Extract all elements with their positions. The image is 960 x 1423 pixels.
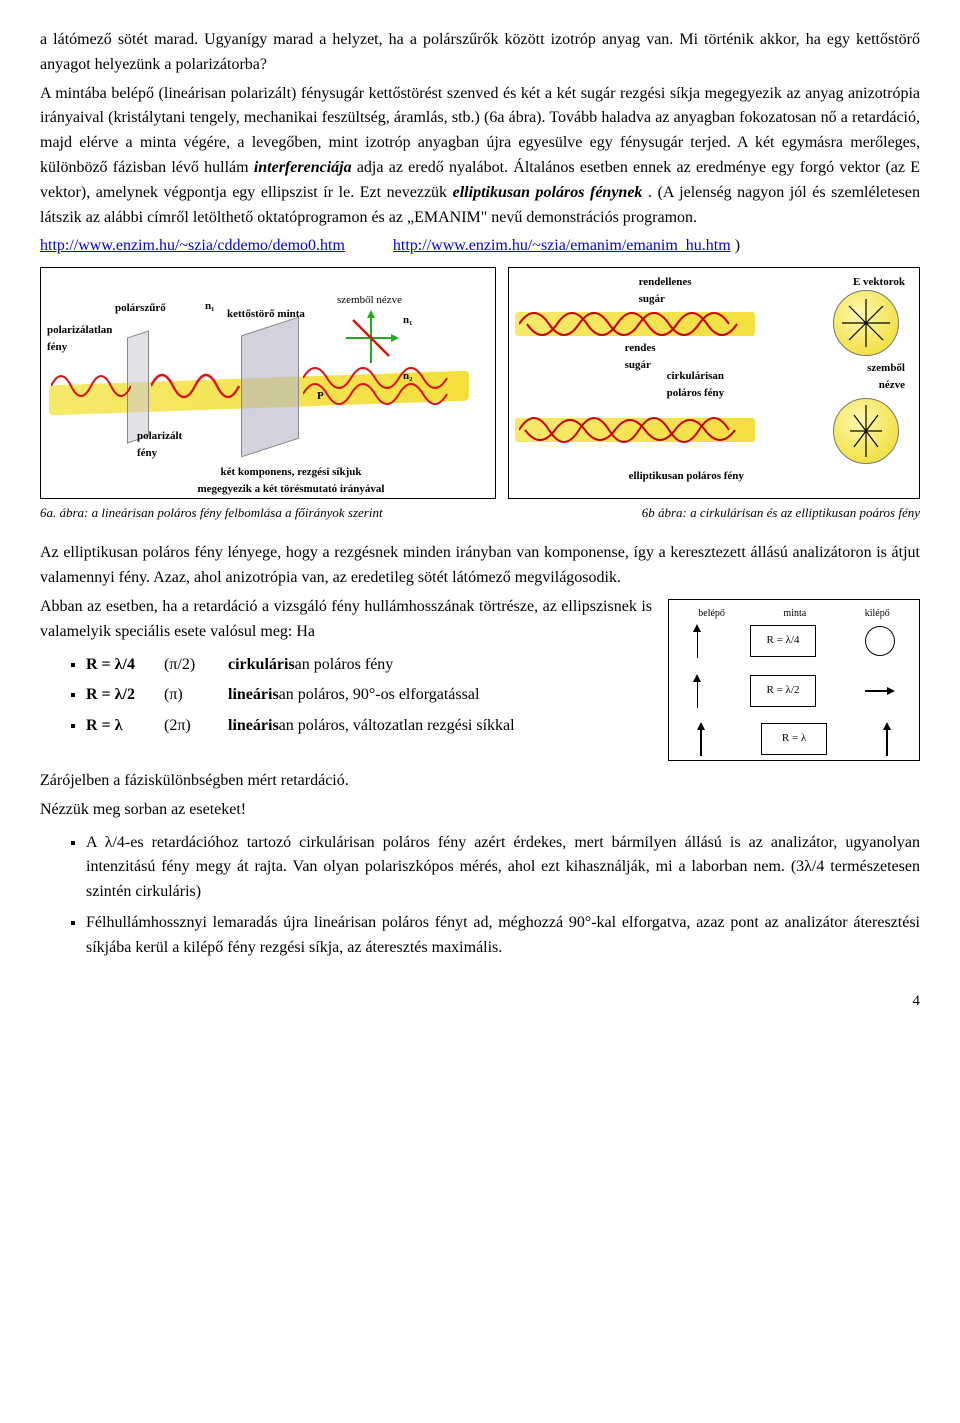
disc-circular: [833, 290, 899, 356]
bullet-desc: an poláros, változatlan rezgési síkkal: [279, 717, 515, 734]
cases-list: A λ/4-es retardációhoz tartozó cirkulári…: [40, 831, 920, 961]
helix-elliptical: [519, 406, 749, 454]
bullet-bold: lineáris: [228, 717, 279, 734]
link-emanim[interactable]: http://www.enzim.hu/~szia/emanim/emanim_…: [393, 237, 731, 254]
label-polarizalatlan: polarizálatlan fény: [47, 322, 112, 356]
paragraph-6: Nézzük meg sorban az eseteket!: [40, 798, 920, 823]
paragraph-intro: a látómező sötét marad. Ugyanígy marad a…: [40, 28, 920, 78]
retardation-diagram: belépő minta kilépő R = λ/4 R = λ/2 R = …: [668, 599, 920, 761]
list-item: Félhullámhossznyi lemaradás újra lineári…: [86, 911, 920, 961]
box-r-lambda: R = λ: [761, 723, 827, 755]
circle-icon: [865, 626, 895, 656]
paragraph-explain: A mintába belépő (lineárisan polarizált)…: [40, 82, 920, 231]
link-cddemo[interactable]: http://www.enzim.hu/~szia/cddemo/demo0.h…: [40, 237, 345, 254]
paragraph-3: Az elliptikusan poláros fény lényege, ho…: [40, 541, 920, 591]
figure-captions: 6a. ábra: a lineárisan poláros fény felb…: [40, 503, 920, 523]
paragraph-5: Zárójelben a fáziskülönbségben mért reta…: [40, 769, 920, 794]
axes-icon: [341, 308, 401, 368]
wave-incoming: [51, 364, 131, 408]
label-p: P: [317, 388, 324, 405]
label-szembol: szemből nézve: [337, 292, 402, 309]
label-n1: n₁: [205, 298, 214, 315]
link-tail: ): [735, 237, 740, 254]
label-n1b: n₁: [403, 312, 412, 329]
box-r-lambda4: R = λ/4: [750, 625, 816, 657]
bullet-paren: (π/2): [164, 653, 224, 678]
arrow-right-icon: [865, 687, 895, 695]
label-rendes: rendes sugár: [625, 340, 656, 374]
bullet-bold: cirkuláris: [228, 656, 295, 673]
label-bottom-6a: két komponens, rezgési síkjuk megegyezik…: [181, 464, 401, 498]
list-item: A λ/4-es retardációhoz tartozó cirkulári…: [86, 831, 920, 905]
label-kettostoro: kettőstörő minta: [227, 306, 305, 323]
label-n2: n₂: [403, 368, 412, 385]
sd-minta: minta: [783, 606, 806, 622]
bullet-paren: (2π): [164, 714, 224, 739]
sd-belepo: belépő: [698, 606, 725, 622]
p2-term1: interferenciája: [254, 159, 352, 176]
label-polarszuro: polárszűrő: [115, 300, 166, 317]
disc-elliptical: [833, 398, 899, 464]
figure-6a: polárszűrő polarizálatlan fény n₁ kettős…: [40, 267, 496, 499]
caption-6a: 6a. ábra: a lineárisan poláros fény felb…: [40, 503, 474, 523]
arrow-up-icon: [883, 722, 891, 756]
arrow-up-icon: [697, 722, 705, 756]
bullet-lbl: R = λ/4: [86, 653, 160, 678]
bullet-lbl: R = λ: [86, 714, 160, 739]
bullet-lbl: R = λ/2: [86, 683, 160, 708]
links-row: http://www.enzim.hu/~szia/cddemo/demo0.h…: [40, 234, 920, 259]
label-cirk: cirkulárisan poláros fény: [667, 368, 725, 402]
label-rendellenes: rendellenes sugár: [639, 274, 692, 308]
caption-6b: 6b ábra: a cirkulárisan és az elliptikus…: [486, 503, 920, 523]
bullet-paren: (π): [164, 683, 224, 708]
bullet-bold: lineáris: [228, 686, 279, 703]
label-polarizalt: polarizált fény: [137, 428, 182, 462]
label-evektorok: E vektorok: [853, 274, 905, 291]
figure-6b: rendellenes sugár rendes sugár E vektoro…: [508, 267, 920, 499]
sd-kilepo: kilépő: [865, 606, 890, 622]
arrow-up-icon: [693, 624, 701, 658]
label-szembol-6b: szemből nézve: [867, 360, 905, 394]
label-ellip: elliptikusan poláros fény: [629, 468, 744, 485]
wave-polarized: [151, 364, 241, 408]
bullet-desc: an poláros fény: [295, 656, 394, 673]
arrow-up-icon: [693, 674, 701, 708]
box-r-lambda2: R = λ/2: [750, 675, 816, 707]
p2-term2: elliptikusan poláros fénynek: [453, 184, 643, 201]
bullet-desc: an poláros, 90°-os elforgatással: [279, 686, 480, 703]
figures-row: polárszűrő polarizálatlan fény n₁ kettős…: [40, 267, 920, 499]
page-number: 4: [40, 990, 920, 1013]
